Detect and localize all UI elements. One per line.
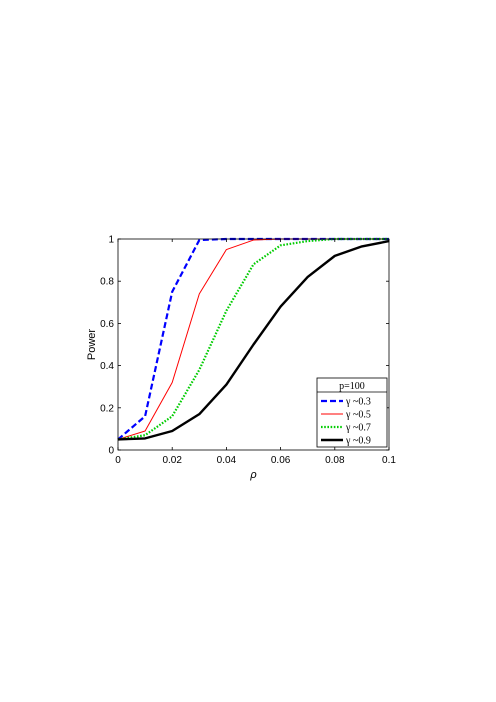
legend-label-3: γ ~0.7 [345,423,371,434]
legend-label-2: γ ~0.5 [345,410,371,421]
x-tick-label: 0.06 [271,455,291,466]
series-line-4 [117,239,390,441]
x-tick-label: 0.02 [162,455,182,466]
y-tick-label: 0.2 [100,403,114,414]
legend-label-1: γ ~0.3 [345,397,371,408]
y-axis-label: Power [86,329,98,361]
x-tick-label: 0 [115,455,121,466]
y-tick-label: 1 [108,235,114,246]
legend-box [316,377,388,448]
x-tick-label: 0.1 [382,455,396,466]
x-tick-label: 0.04 [217,455,237,466]
y-tick-label: 0.6 [100,319,114,330]
legend-label-4: γ ~0.9 [345,436,371,447]
plot-area-frame [117,238,390,451]
x-axis-label: ρ [249,469,256,481]
legend: p=100 γ ~0.3 γ ~0.5 γ ~0.7 γ ~0.9 [316,377,388,448]
legend-title: p=100 [339,381,365,392]
y-tick-label: 0.8 [100,277,114,288]
legend-items: γ ~0.3 γ ~0.5 γ ~0.7 γ ~0.9 [321,397,371,447]
x-tick-label: 0.08 [325,455,345,466]
y-tick-label: 0 [108,446,114,457]
y-tick-label: 0.4 [100,361,114,372]
